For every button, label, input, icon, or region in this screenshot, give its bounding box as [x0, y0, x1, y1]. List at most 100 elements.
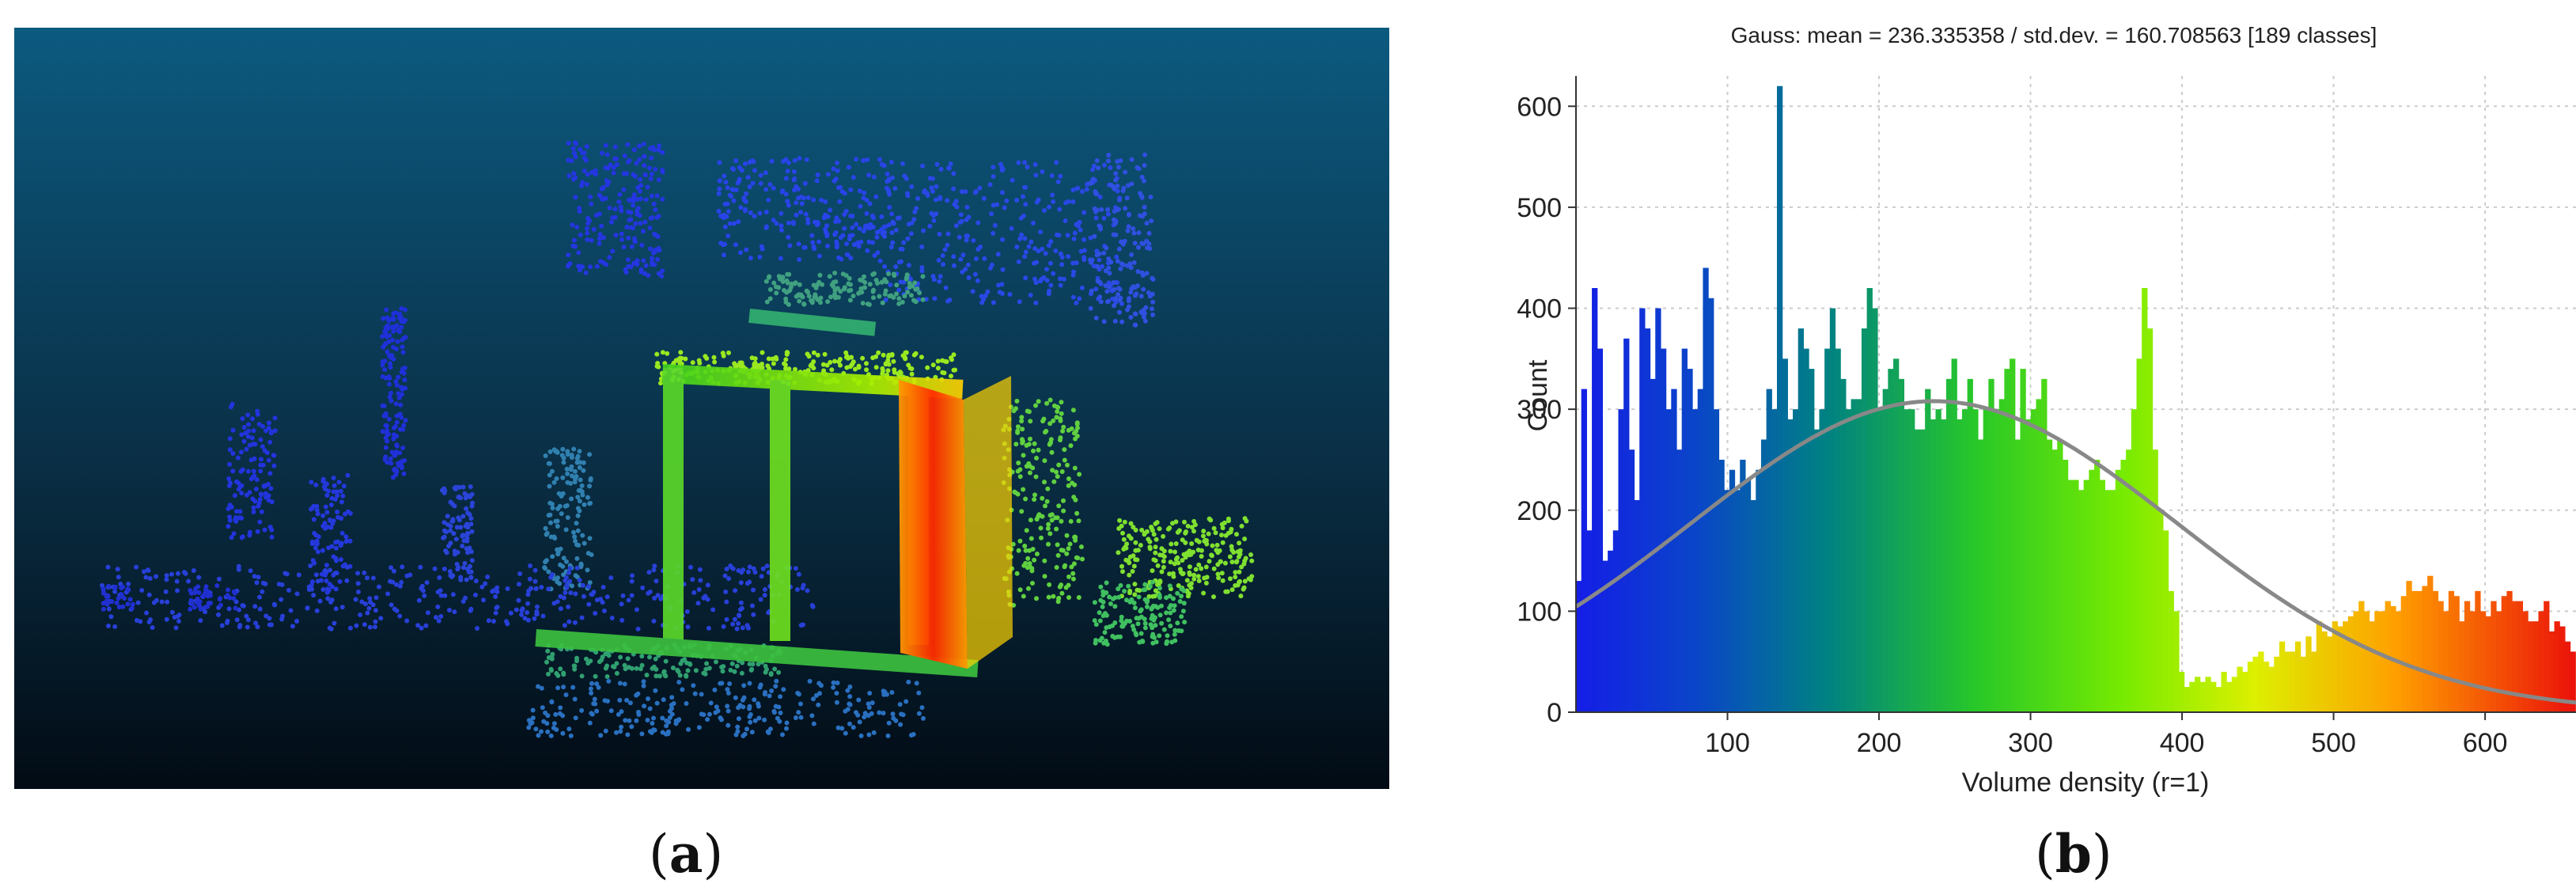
histogram-bar [1967, 378, 1973, 712]
histogram-bar [2337, 626, 2343, 712]
histogram-bar [2057, 439, 2063, 712]
histogram-chart: Gauss: mean = 236.335358 / std.dev. = 16… [1517, 23, 2576, 798]
caption-b: (b) [2035, 823, 2112, 885]
histogram-bar [1935, 409, 1941, 712]
histogram-bar [2274, 656, 2280, 712]
histogram-bar [2485, 616, 2491, 712]
x-tick-label: 600 [2463, 728, 2508, 758]
histogram-bar [1904, 409, 1910, 712]
histogram-bar [2215, 687, 2222, 712]
histogram-bar [1945, 378, 1953, 712]
histogram-bar [2004, 369, 2010, 712]
histogram-bar [1824, 348, 1831, 712]
histogram-bar [1977, 439, 1984, 712]
histogram-bar [2279, 641, 2286, 712]
histogram-bar [1660, 348, 1667, 712]
histogram-bar [2475, 590, 2481, 712]
histogram-bar [1586, 530, 1593, 712]
point-cloud-panel [14, 28, 1389, 789]
histogram-bar [2517, 601, 2524, 712]
histogram-bar [1756, 469, 1762, 712]
histogram-bar [1766, 389, 1772, 712]
histogram-bar [2146, 328, 2154, 712]
histogram-bar [1840, 378, 1847, 712]
histogram-bar [2327, 636, 2333, 712]
histogram-bar [1877, 409, 1884, 712]
histogram-bar [2226, 681, 2233, 712]
histogram-bar [2432, 590, 2439, 712]
histogram-bar [2242, 671, 2248, 712]
histogram-bar [2512, 601, 2518, 712]
histogram-bar [1634, 500, 1640, 712]
y-tick-label: 0 [1547, 698, 1562, 728]
chart-title: Gauss: mean = 236.335358 / std.dev. = 16… [1731, 23, 2377, 47]
histogram-bar [2427, 575, 2434, 712]
histogram-bar [1740, 459, 1746, 712]
histogram-bar [1988, 378, 1995, 712]
histogram-bar [2126, 449, 2132, 712]
histogram-bar [1628, 449, 1635, 712]
histogram-bar [2332, 621, 2339, 712]
histogram-bar [2221, 671, 2227, 712]
histogram-bar [1776, 85, 1783, 712]
histogram-bar [2300, 656, 2306, 712]
histogram-bar [1782, 358, 1788, 712]
histogram-bar [2570, 651, 2576, 712]
histogram-bar [1819, 409, 1825, 712]
histogram-bar [2528, 621, 2534, 712]
histogram-bar [1851, 399, 1857, 712]
histogram-bar [2173, 611, 2180, 712]
histogram-bar [2136, 358, 2142, 712]
histogram-bar [2363, 611, 2370, 712]
histogram-bar [2438, 601, 2444, 712]
histogram-bar [2083, 480, 2089, 712]
histogram-bar [2205, 677, 2211, 712]
histogram-bar [1813, 429, 1820, 712]
histogram-bar [2506, 590, 2513, 712]
histogram-bar [1882, 389, 1888, 712]
y-tick-label: 500 [1517, 193, 1562, 223]
y-tick-label: 100 [1517, 597, 1562, 627]
histogram-bar [2400, 596, 2407, 712]
histogram-bar [1983, 409, 1989, 712]
histogram-bar [1771, 409, 1778, 712]
histogram-bar [1581, 389, 1587, 712]
histogram-bar [1724, 490, 1730, 712]
histogram-bar [1744, 480, 1752, 712]
histogram-bar [1639, 308, 1646, 712]
histogram-bar [1909, 409, 1915, 712]
histogram-bar [2099, 480, 2105, 712]
histogram-bar [2305, 636, 2312, 712]
histogram-bar [2491, 601, 2497, 712]
x-tick-label: 200 [1857, 728, 1902, 758]
histogram-bar [2464, 601, 2471, 712]
x-tick-label: 500 [2311, 728, 2356, 758]
histogram-bar [2025, 419, 2032, 712]
histogram-bar [2010, 358, 2016, 712]
gauss-curve [1574, 399, 2576, 705]
histogram-bar [2459, 621, 2465, 712]
histogram-bar [2564, 641, 2571, 712]
histogram-bar [2538, 611, 2544, 712]
histogram-bar [2131, 409, 2138, 712]
histogram-bar [1760, 439, 1767, 712]
y-tick-label: 200 [1517, 496, 1562, 526]
histogram-bar [2532, 621, 2540, 712]
histogram-bar [2020, 369, 2026, 712]
histogram-bar [2237, 666, 2243, 712]
histogram-bar [2247, 662, 2254, 712]
histogram-bar [2115, 469, 2122, 712]
histogram-bar [1576, 581, 1582, 712]
histogram-bar [2258, 651, 2264, 712]
histogram-bar [2316, 621, 2323, 712]
histogram-bar [2495, 611, 2502, 712]
histogram-bar [2295, 641, 2301, 712]
histogram-bar [2379, 611, 2386, 712]
histogram-bar [1597, 348, 1604, 712]
histogram-bar [1898, 378, 1905, 712]
histogram-bar [1612, 530, 1619, 712]
histogram-bar [2343, 621, 2349, 712]
histogram-bar [1623, 338, 1630, 712]
histogram-bar [2559, 626, 2566, 712]
y-tick-label: 600 [1517, 92, 1562, 122]
